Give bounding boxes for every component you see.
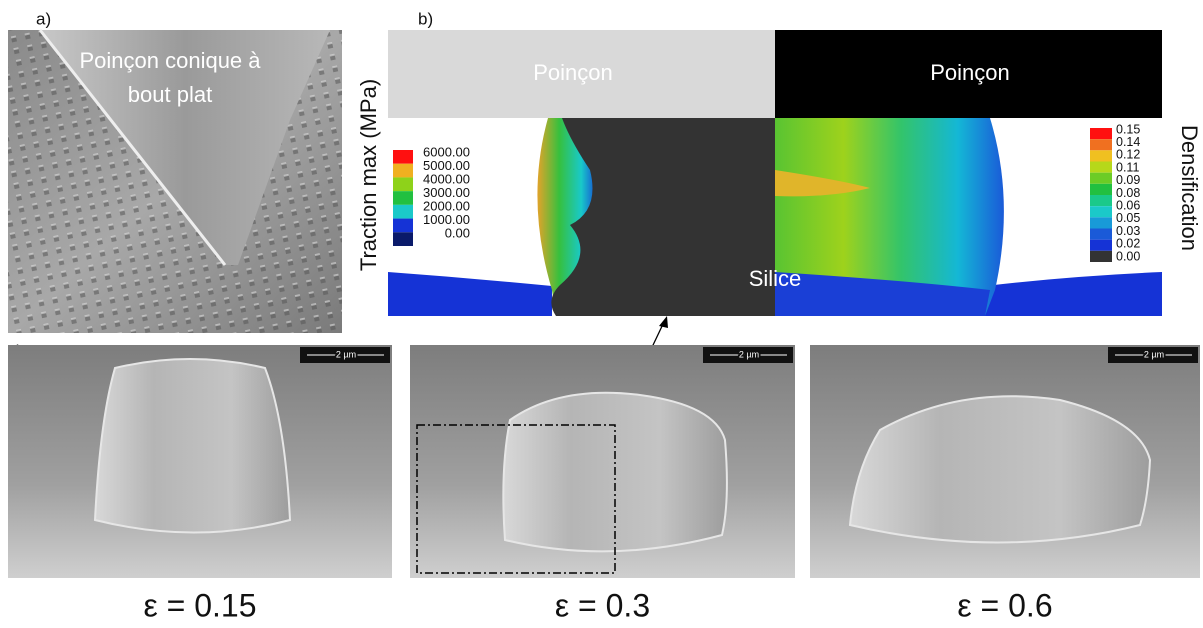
panel-a: a) Poinçon conique à bout plat [8, 9, 342, 333]
pillar [848, 395, 1152, 544]
panel-c: c) 2 µmε = 0.152 µmε = 0.32 µmε = 0.6 [8, 341, 1200, 623]
legend-swatch [1090, 250, 1112, 262]
scale-bar-label: 2 µm [1144, 349, 1164, 359]
panel-label: a) [36, 9, 51, 28]
legend-swatch [393, 191, 413, 205]
substrate [388, 272, 552, 316]
axis-label: Densification [1177, 125, 1202, 251]
legend-swatch [1090, 161, 1112, 173]
pillar [93, 358, 292, 534]
legend-swatch [1090, 206, 1112, 218]
caption: bout plat [128, 82, 212, 107]
legend-label: 0.15 [1116, 122, 1140, 136]
legend-label: 0.06 [1116, 198, 1140, 212]
strain-label: ε = 0.6 [957, 587, 1052, 623]
strain-label: ε = 0.15 [143, 587, 256, 623]
legend-label: 0.05 [1116, 211, 1140, 225]
material-label: Silice [749, 266, 802, 291]
legend-label: 0.00 [1116, 249, 1140, 263]
legend-label: 0.00 [445, 225, 470, 240]
panel-b: b) Poinçon Poinçon Silice Traction max (… [356, 9, 1202, 316]
panel-label: b) [418, 9, 433, 28]
strain-label: ε = 0.3 [555, 587, 650, 623]
legend-swatch [1090, 150, 1112, 162]
legend-left: 6000.005000.004000.003000.002000.001000.… [393, 144, 470, 246]
legend-label: 1000.00 [423, 212, 470, 227]
legend-label: 4000.00 [423, 171, 470, 186]
legend-swatch [393, 204, 413, 219]
legend-swatch [1090, 217, 1112, 229]
axis-label: Traction max (MPa) [356, 79, 381, 271]
legend-label: 0.11 [1116, 160, 1139, 174]
substrate [985, 272, 1162, 316]
legend-label: 0.12 [1116, 148, 1140, 162]
caption: Poinçon conique à [79, 48, 261, 73]
punch-left [388, 30, 775, 118]
scale-bar-label: 2 µm [336, 349, 356, 359]
legend-swatch [1090, 228, 1112, 240]
legend-swatch [1090, 183, 1112, 195]
legend-swatch [1090, 172, 1112, 184]
legend-swatch [1090, 239, 1112, 251]
cone-punch [40, 30, 330, 265]
legend-label: 0.09 [1116, 173, 1140, 187]
legend-swatch [393, 177, 413, 192]
scale-bar-label: 2 µm [739, 349, 759, 359]
legend-label: 3000.00 [423, 185, 470, 200]
legend-swatch [393, 232, 413, 246]
legend-label: 0.03 [1116, 224, 1140, 238]
arrow-head [659, 316, 668, 328]
legend-label: 0.08 [1116, 186, 1140, 200]
legend-label: 5000.00 [423, 158, 470, 173]
legend-label: 2000.00 [423, 198, 470, 213]
punch-label: Poinçon [533, 60, 613, 85]
contour [775, 170, 870, 197]
silica-pillar [551, 118, 775, 316]
contour [775, 272, 990, 316]
zoom-box [416, 424, 616, 574]
legend-label: 0.14 [1116, 135, 1140, 149]
legend-swatch [393, 163, 413, 178]
punch-label: Poinçon [930, 60, 1010, 85]
legend-swatch [1090, 128, 1112, 140]
legend-label: 6000.00 [423, 144, 470, 159]
punch-right [775, 30, 1162, 118]
legend-label: 0.02 [1116, 237, 1140, 251]
legend-swatch [1090, 139, 1112, 151]
densification-field [775, 118, 1004, 316]
legend-swatch [393, 150, 413, 164]
legend-right: 0.150.140.120.110.090.080.060.050.030.02… [1090, 122, 1140, 263]
legend-swatch [1090, 195, 1112, 207]
cone-edge [38, 29, 227, 266]
legend-swatch [393, 218, 413, 233]
